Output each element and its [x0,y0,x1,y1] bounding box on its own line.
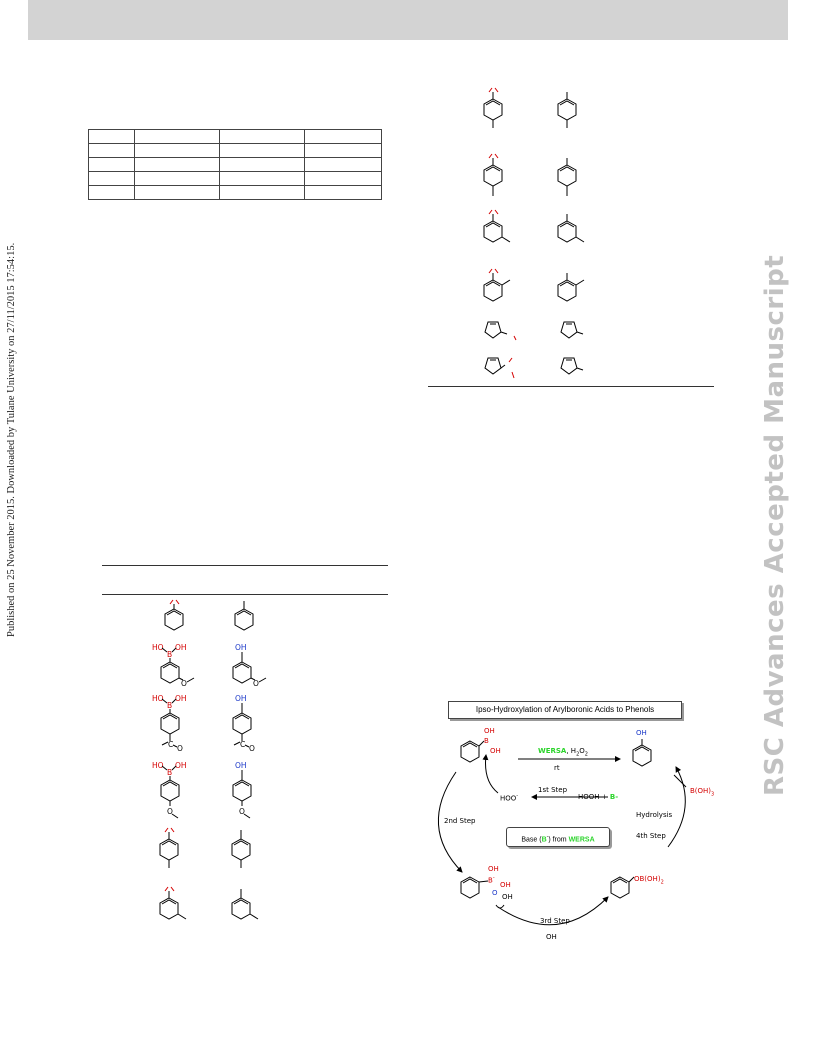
structure-3-methoxyphenylboronic-acid: HO B OH O [152,643,195,688]
structure-o-product-r4 [557,273,585,302]
table-row [88,185,382,200]
table-1 [88,129,382,200]
svg-text:O: O [181,679,187,688]
svg-text:O: O [177,744,183,753]
svg-text:O: O [253,679,259,688]
rt-label: rt [554,764,560,772]
svg-text:HO: HO [152,694,164,703]
structure-3-methoxyphenol: OH O [232,643,267,688]
svg-text:B: B [167,650,172,659]
svg-text:O: O [167,807,173,816]
step4-label: 4th Step [636,832,666,840]
svg-text:OH: OH [175,761,187,770]
ob-oh2-label: OB(OH)2 [634,875,664,886]
structure-p-tolyl-iodide-r2 [483,153,503,196]
table3-bottom-rule [428,386,714,387]
scheme-title: Ipso-Hydroxylation of Arylboronic Acids … [448,701,682,719]
table2-header-rule [102,594,388,595]
boh3-label: B(OH)3 [690,787,715,798]
step3-label: 3rd Step [540,917,570,925]
structure-m-tolyl-iodide-r3 [483,209,511,243]
table-row [88,157,382,172]
scheme-arrows [437,739,687,926]
svg-text:OH: OH [235,694,247,703]
structure-m-toluene [231,889,259,920]
structure-m-tolyl-iodide [159,886,187,920]
structure-p-product-r2 [557,158,577,196]
structure-o-tolyl-iodide-r4 [483,268,511,302]
table2-top-rule [102,565,388,566]
structure-p-tolyl-iodide-r1 [483,87,503,128]
b-label-1: B [484,737,489,745]
structure-4-hydroxyacetophenone: OH C O [232,694,255,753]
accepted-manuscript-watermark: RSC Advances Accepted Manuscript [760,254,790,796]
svg-text:OH: OH [235,761,247,770]
publication-note: Published on 25 November 2015. Downloade… [6,242,17,638]
base-from-wersa-box: Base (B-) from WERSA [506,827,610,847]
structure-thiophene-iodide-r6 [484,357,515,379]
structure-thiophene-r6 [560,357,584,375]
table-row [88,143,382,158]
boronate-oh-right: OH [500,881,511,889]
phenol-oh-label: OH [636,729,647,737]
header-bar [28,0,788,40]
svg-text:O: O [239,807,245,816]
structure-p-product-r1 [557,92,577,128]
reagent-label: WERSA, H2O2 [538,747,588,758]
structure-4-methoxyphenol: OH O [232,761,252,819]
svg-text:B: B [167,768,172,777]
structure-p-tolyl-iodide [159,827,179,868]
boronate-oh-bottom: OH [502,893,513,901]
step1-label: 1st Step [538,786,568,794]
structure-4-acetylphenylboronic-acid: HO B OH C O [152,694,187,753]
svg-text:OH: OH [235,643,247,652]
oh-label-2: OH [490,747,501,755]
svg-text:C: C [240,740,245,749]
svg-text:HO: HO [152,643,164,652]
hydrolysis-label: Hydrolysis [636,811,673,819]
structure-benzene [234,601,254,631]
svg-text:OH: OH [175,643,187,652]
oh-bottom-label: OH [546,933,557,941]
svg-text:O: O [249,744,255,753]
structure-thiophene-iodide-r5 [484,321,517,341]
structure-thiophene-r5 [560,321,584,339]
table-row [88,129,382,144]
structure-iodobenzene [164,599,184,631]
structure-p-toluene [231,830,251,868]
mechanism-scheme: Ipso-Hydroxylation of Arylboronic Acids … [428,697,714,957]
boronate-oh-top: OH [488,865,499,873]
step2-label: 2nd Step [444,817,476,825]
structure-m-product-r3 [557,214,585,243]
svg-text:HO: HO [152,761,164,770]
table-row [88,171,382,186]
boronate-b: B- [488,875,495,885]
hoo-label: HOO- [500,793,519,803]
boronate-o: O [492,889,498,897]
svg-text:OH: OH [175,694,187,703]
structure-4-methoxyphenylboronic-acid: HO B OH O [152,761,187,819]
hooh-label: HOOH + B- [578,793,619,801]
oh-label-1: OH [484,727,495,735]
svg-text:C: C [168,740,173,749]
svg-text:B: B [167,701,172,710]
